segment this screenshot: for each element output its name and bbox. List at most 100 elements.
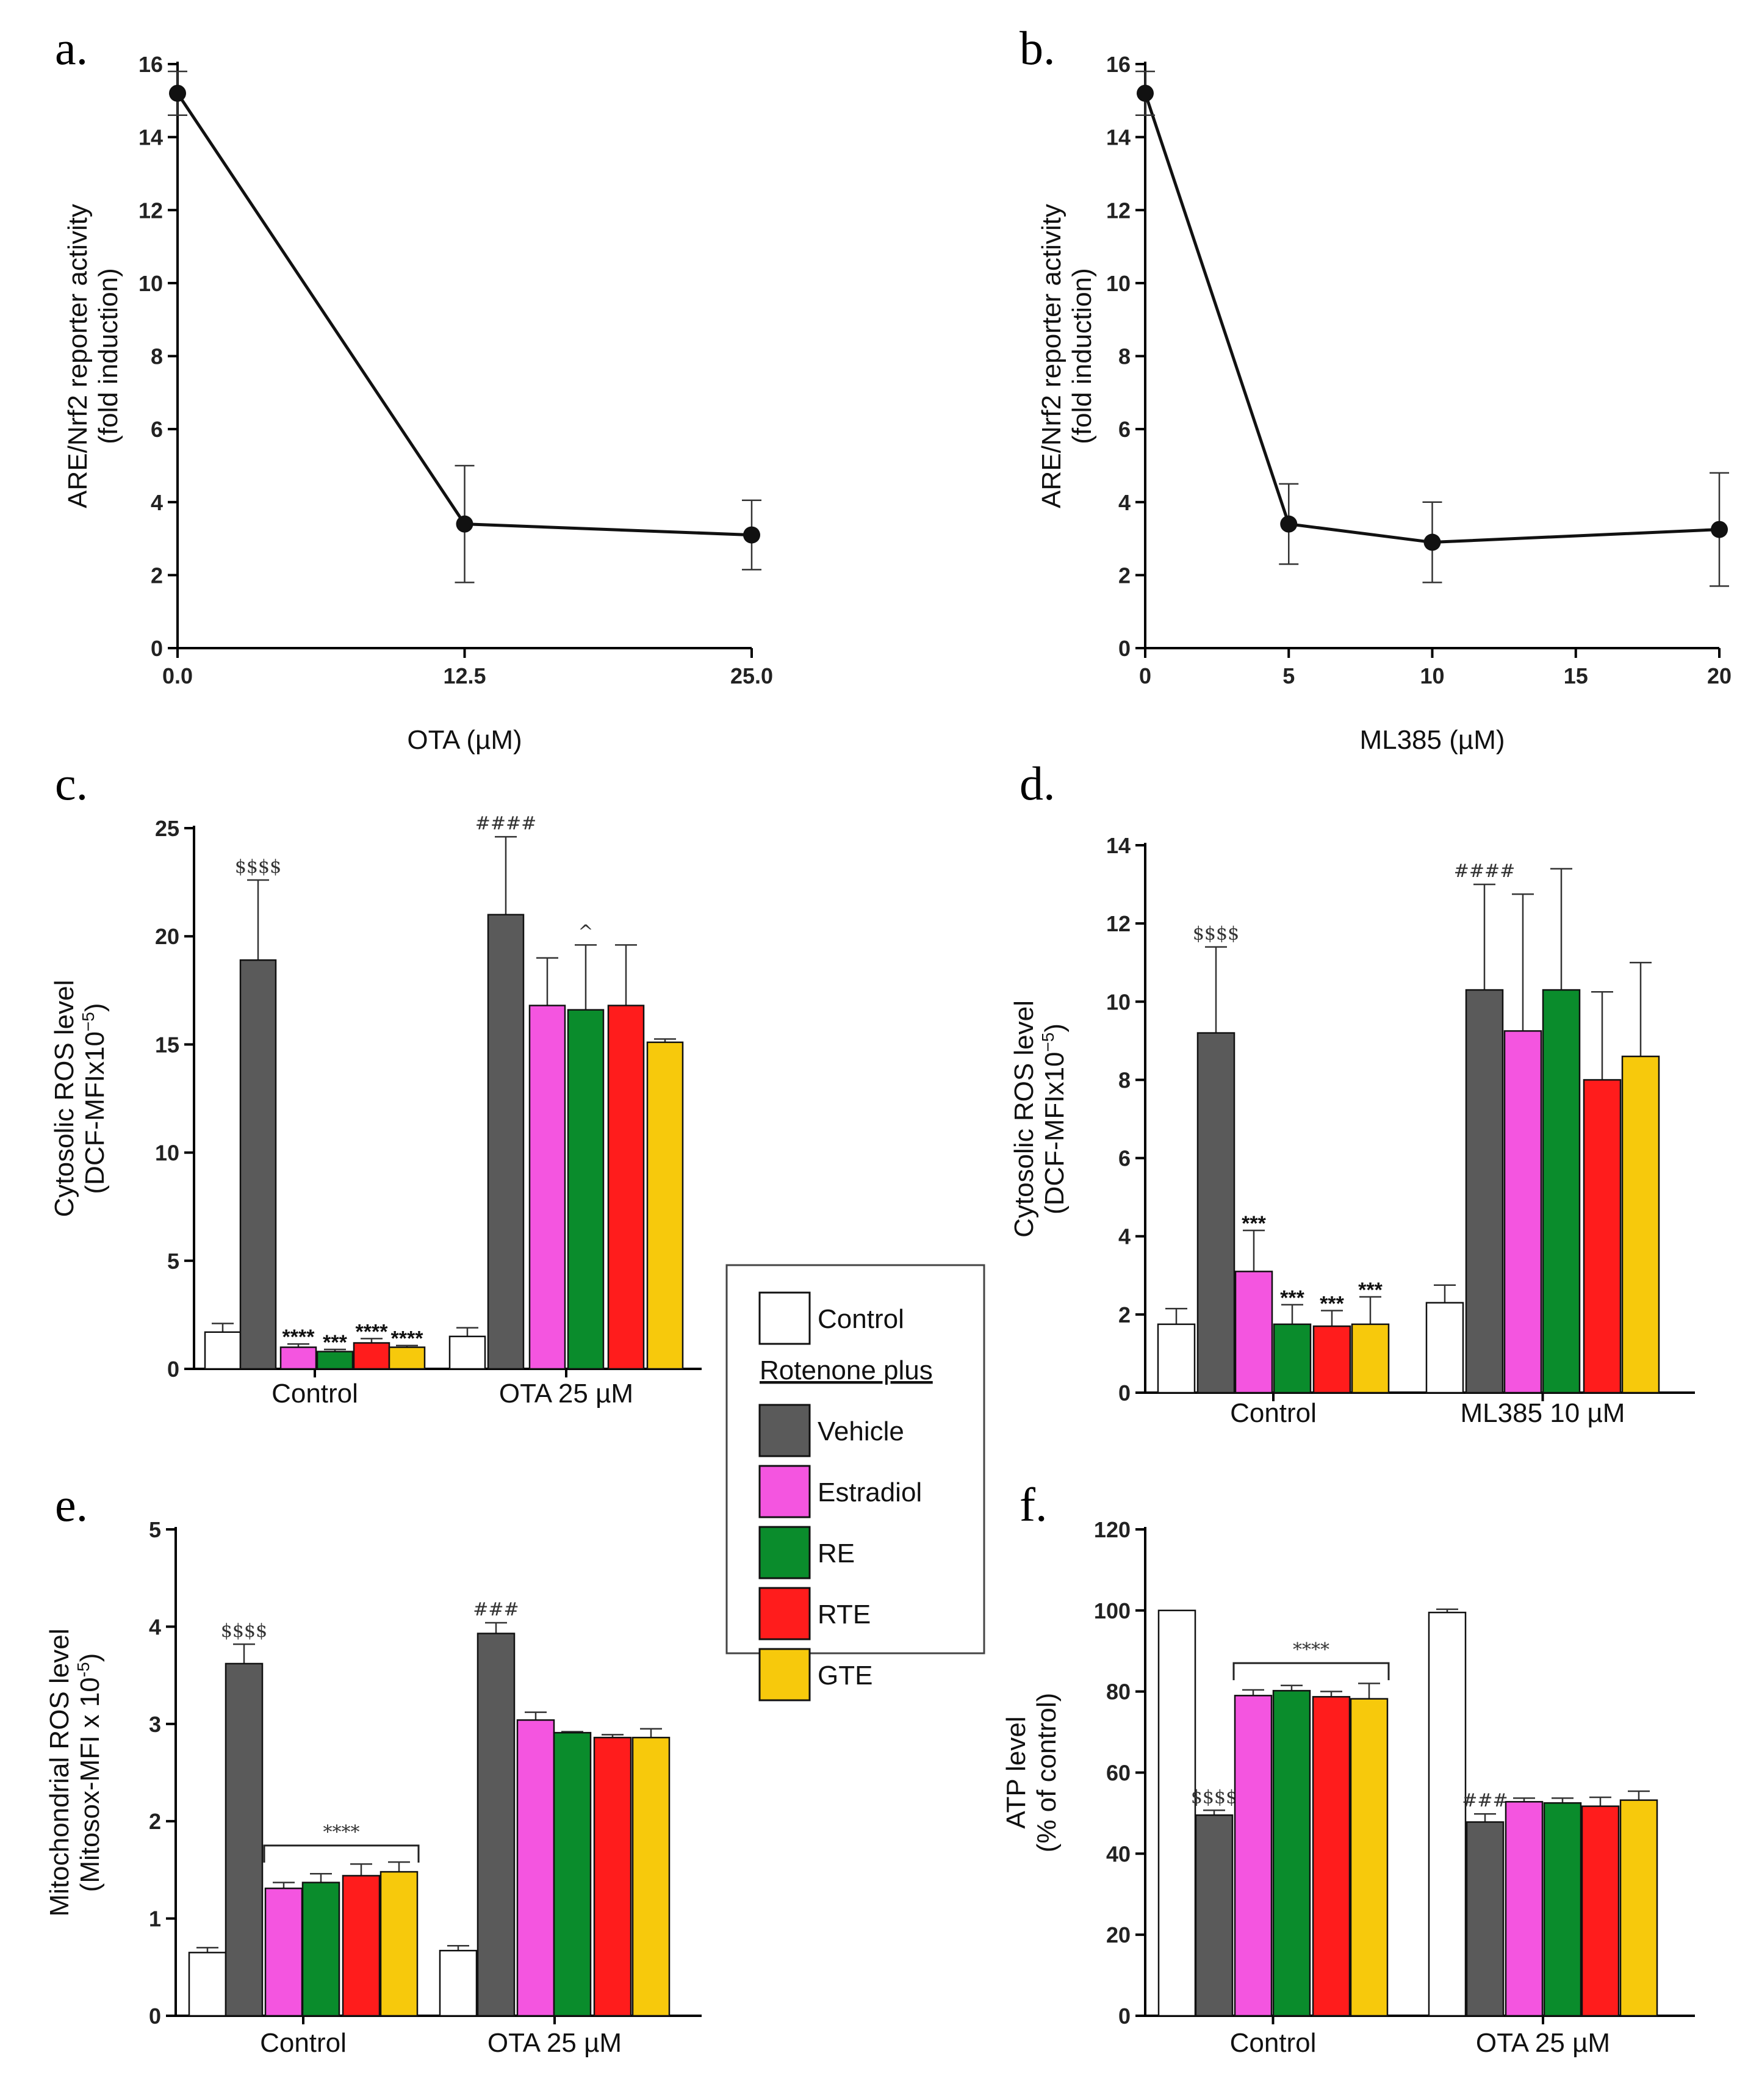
bar — [1503, 1030, 1542, 1394]
y-axis-label-line1: Mitochondrial ROS level — [45, 1629, 74, 1917]
bar — [1234, 1695, 1273, 2017]
legend-label-re: RE — [818, 1539, 855, 1568]
bar — [487, 914, 525, 1370]
bar — [342, 1875, 381, 2017]
y-tick-label: 0 — [167, 1357, 179, 1382]
bar — [301, 1882, 340, 2017]
panel-b: b. 0 2 4 6 8 10 12 14 16 0 5 10 15 20 ML385 (µM) ARE/Nrf… — [1020, 21, 1732, 755]
y-tick-label: 1 — [149, 1907, 161, 1932]
legend-item-estradiol: Estradiol — [758, 1465, 922, 1518]
x-category-label: Control — [272, 1379, 358, 1409]
y-axis-label-line1: Cytosolic ROS level — [1009, 1000, 1039, 1238]
legend-subheading: Rotenone plus — [760, 1355, 933, 1385]
bar — [567, 1009, 605, 1370]
bar — [516, 1719, 555, 2017]
panel-label: f. — [1020, 1478, 1047, 1531]
bar — [1428, 1611, 1467, 2017]
bar — [1425, 1302, 1464, 1394]
y-axis-label: Cytosolic ROS level (DCF-MFIx10−5) — [49, 980, 110, 1218]
y-axis-label: Cytosolic ROS level (DCF-MFIx10−5) — [1009, 1000, 1070, 1238]
panel-label: b. — [1020, 21, 1056, 74]
significance-label: **** — [356, 1320, 389, 1343]
bar — [448, 1335, 486, 1370]
legend-swatch-gte — [758, 1648, 811, 1701]
data-line — [1143, 93, 1720, 544]
bar — [204, 1331, 242, 1370]
x-axis-label: OTA (µM) — [407, 725, 522, 755]
bar — [1350, 1698, 1389, 2017]
significance-label: *** — [1320, 1292, 1344, 1315]
significance-label: #### — [475, 813, 537, 834]
significance-label: ### — [473, 1599, 519, 1620]
panel-d: d. 0 2 4 6 8 10 12 14 Cytosolic ROS level (DCF-MFI… — [1009, 757, 1695, 1428]
legend: Control Rotenone plus Vehicle Estradiol … — [725, 1264, 985, 1701]
significance-bracket — [1232, 1662, 1390, 1681]
y-tick-label: 4 — [151, 490, 163, 515]
bar — [1157, 1609, 1196, 2017]
y-tick-label: 120 — [1094, 1517, 1131, 1542]
x-category-label: ML385 10 µM — [1461, 1398, 1625, 1428]
significance-label: *** — [1280, 1286, 1304, 1310]
bar — [1619, 1799, 1658, 2017]
y-tick-label: 12 — [1106, 911, 1131, 936]
y-tick-label: 2 — [151, 563, 163, 588]
significance-label: #### — [1454, 861, 1516, 882]
y-axis-label-line2: (Mitosox-MFI x 10-5) — [74, 1653, 105, 1893]
y-axis-label-line1: ATP level — [1001, 1716, 1031, 1828]
y-tick-label: 6 — [1118, 1146, 1131, 1171]
y-tick-label: 16 — [138, 52, 163, 77]
panel-c: c. 0 5 10 15 20 25 Cytosolic ROS level (DCF-MFIx… — [49, 757, 702, 1409]
bar — [1466, 1821, 1505, 2017]
y-tick-label: 80 — [1106, 1680, 1131, 1705]
y-tick-label: 8 — [1118, 1067, 1131, 1092]
significance-label: *** — [323, 1331, 347, 1354]
y-tick-label: 10 — [138, 271, 163, 296]
bar — [279, 1346, 317, 1370]
x-category-label: OTA 25 µM — [499, 1379, 633, 1409]
panel-e: e. 0 1 2 3 4 5 Mitochondrial ROS level (Mitosox-… — [45, 1478, 702, 2058]
y-tick-label: 20 — [155, 924, 179, 949]
legend-swatch-control — [758, 1291, 811, 1345]
data-point — [456, 515, 473, 533]
y-tick-label: 5 — [149, 1517, 161, 1542]
y-tick-label: 100 — [1094, 1598, 1131, 1623]
y-tick-label: 3 — [149, 1712, 161, 1737]
y-tick-label: 0 — [1118, 636, 1131, 661]
y-tick-label: 40 — [1106, 1841, 1131, 1866]
bar — [1583, 1079, 1622, 1394]
y-tick-label: 5 — [167, 1249, 179, 1274]
bar — [353, 1342, 390, 1370]
x-tick-label: 15 — [1564, 663, 1588, 688]
significance-label: *** — [1242, 1212, 1266, 1235]
bar — [553, 1731, 592, 2017]
bar — [1196, 1032, 1235, 1394]
x-category-label: OTA 25 µM — [487, 2028, 622, 2058]
y-tick-label: 14 — [1106, 125, 1131, 150]
legend-label-rte: RTE — [818, 1600, 871, 1629]
legend-swatch-estradiol — [758, 1465, 811, 1518]
y-tick-label: 4 — [149, 1614, 161, 1639]
legend-label-vehicle: Vehicle — [818, 1416, 904, 1446]
y-axis-label-line1: ARE/Nrf2 reporter activity — [1037, 204, 1066, 508]
bar — [264, 1887, 303, 2017]
y-tick-label: 6 — [151, 417, 163, 442]
bar — [439, 1949, 478, 2017]
bar — [1351, 1323, 1390, 1394]
bar — [631, 1736, 671, 2017]
bar — [316, 1351, 354, 1370]
significance-label: $$$$ — [1191, 1786, 1237, 1808]
x-category-label: Control — [260, 2028, 347, 2058]
legend-item-control: Control — [758, 1291, 904, 1345]
y-tick-label: 0 — [1118, 1380, 1131, 1405]
panel-label: e. — [55, 1478, 88, 1531]
y-tick-label: 8 — [1118, 344, 1131, 369]
bar — [1543, 1802, 1582, 2017]
y-tick-label: 0 — [151, 636, 163, 661]
legend-label-control: Control — [818, 1304, 904, 1334]
y-axis-label: ARE/Nrf2 reporter activity (fold inductio… — [1037, 204, 1097, 508]
significance-bracket — [263, 1844, 420, 1863]
panel-label: c. — [55, 757, 88, 810]
x-tick-label: 0.0 — [162, 663, 193, 688]
y-tick-label: 12 — [1106, 198, 1131, 223]
bar — [1312, 1325, 1351, 1394]
